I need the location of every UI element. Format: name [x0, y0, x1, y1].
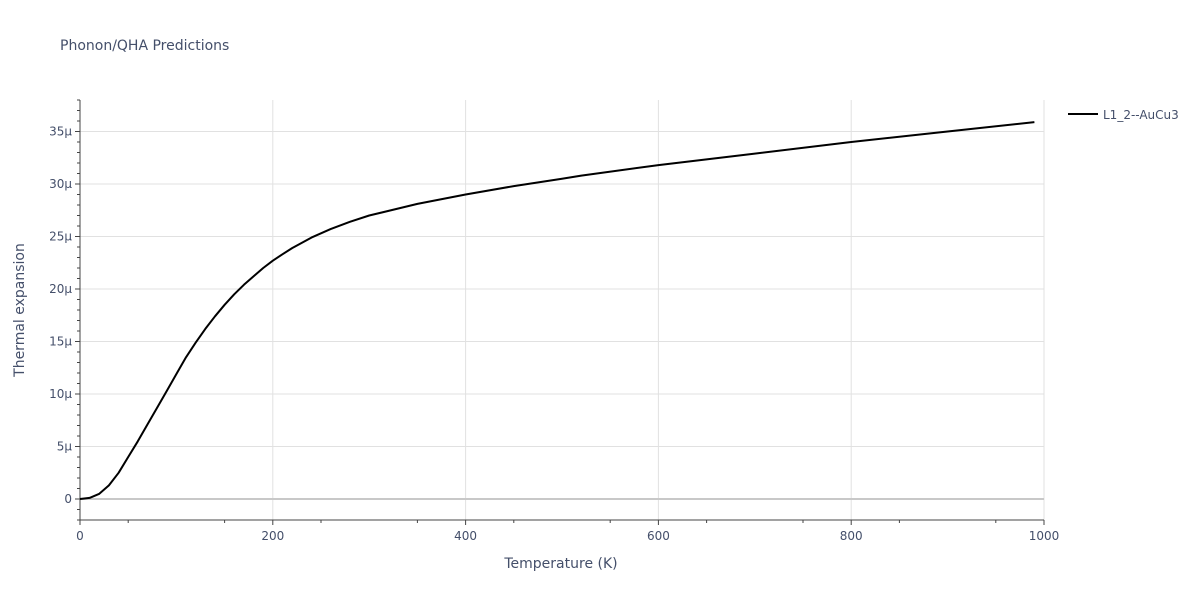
y-tick-label: 25μ [49, 230, 72, 244]
y-tick-label: 15μ [49, 335, 72, 349]
y-tick-label: 35μ [49, 125, 72, 139]
x-tick-label: 0 [76, 529, 84, 543]
y-tick-label: 30μ [49, 177, 72, 191]
legend-label: L1_2--AuCu3 [1103, 108, 1179, 122]
axes-layer: 0 200 400 600 800 1000 0 5μ 10μ 15μ 20μ 25μ 30μ 35μ [49, 99, 1060, 543]
legend[interactable]: L1_2--AuCu3 [1068, 108, 1179, 122]
x-tick-label: 1000 [1029, 529, 1060, 543]
x-tick-label: 400 [454, 529, 477, 543]
y-tick-label: 0 [64, 492, 72, 506]
x-tick-label: 800 [840, 529, 863, 543]
x-tick-label: 600 [647, 529, 670, 543]
series-line[interactable] [79, 121, 1035, 500]
y-axis-title: Thermal expansion [12, 243, 28, 378]
y-tick-label: 10μ [49, 387, 72, 401]
y-tick-label: 5μ [57, 440, 73, 454]
x-axis-title: Temperature (K) [503, 556, 617, 572]
series-layer [79, 121, 1035, 500]
grid-layer [80, 100, 1045, 520]
x-tick-label: 200 [261, 529, 284, 543]
chart-title: Phonon/QHA Predictions [60, 38, 229, 54]
y-tick-label: 20μ [49, 282, 72, 296]
